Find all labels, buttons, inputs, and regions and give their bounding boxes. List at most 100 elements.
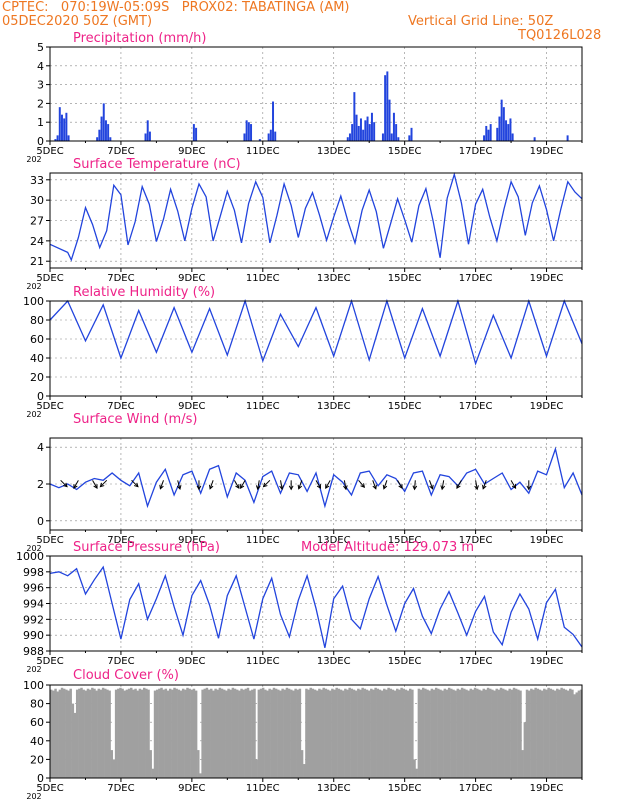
y-tick-label: 60: [30, 333, 44, 346]
wind-arrow: [280, 480, 283, 490]
precip-bar: [109, 137, 112, 141]
cloud-bar: [331, 688, 334, 778]
cloud-bar: [91, 687, 94, 778]
cloud-bar: [543, 688, 546, 778]
y-tick-label: 100: [23, 679, 44, 692]
cloud-bar: [514, 688, 518, 778]
cloud-bar: [285, 687, 289, 778]
cloud-bar: [577, 690, 581, 778]
cloud-bar: [465, 689, 468, 778]
wind-arrow: [383, 480, 388, 489]
cloud-bar: [166, 690, 170, 778]
cloud-bar: [268, 688, 271, 778]
wind-arrow: [441, 480, 445, 490]
wind-arrow-head: [398, 484, 403, 490]
precip-bar: [366, 116, 369, 141]
cloud-bar: [125, 689, 129, 778]
cloud-bar: [387, 687, 390, 778]
cloud-bar: [389, 688, 392, 778]
cloud-bar: [186, 687, 189, 778]
cloud-bar: [223, 689, 226, 778]
cloud-bar: [352, 689, 356, 778]
cloud-bar: [346, 689, 349, 778]
cloud-bar: [104, 688, 107, 778]
cloud-bar: [527, 690, 531, 778]
panel-title: Surface Temperature (nC): [73, 157, 241, 172]
precip-bar: [509, 118, 512, 141]
cloud-bar: [242, 689, 245, 778]
cloud-bar: [510, 689, 514, 778]
cloud-bar: [525, 689, 529, 778]
cloud-bar: [274, 688, 278, 778]
cloud-bar: [573, 694, 576, 778]
cloud-bar: [439, 689, 442, 778]
cloud-bar: [320, 689, 323, 778]
cloud-bar: [52, 690, 55, 778]
x-tick-label: 7DEC: [107, 656, 134, 667]
cloud-bar: [121, 688, 124, 778]
cloud-bar: [203, 688, 207, 778]
cloud-bar: [391, 689, 395, 778]
cloud-bar: [519, 690, 522, 778]
x-tick-label: 15DEC: [388, 535, 422, 546]
cloud-bar: [367, 690, 371, 778]
precip-bar: [104, 120, 107, 141]
cloud-bar: [452, 689, 455, 778]
x-tick-label: 11DEC: [246, 783, 280, 794]
cloud-bar: [251, 689, 254, 778]
panel-4: 988 990 992 994 996 998 1000 5DEC 7DEC 9DEC 11DEC 1…: [16, 540, 583, 674]
wind-arrow-head: [176, 485, 182, 491]
precip-bar: [386, 71, 389, 141]
cloud-bar: [108, 690, 111, 778]
precip-bar: [359, 118, 362, 141]
cloud-bar: [138, 688, 142, 778]
cloud-bar: [398, 689, 401, 778]
precip-bar: [498, 116, 501, 141]
y-tick-label: 998: [23, 566, 44, 579]
y-tick-label: 80: [30, 314, 44, 327]
wind-arrow-head: [440, 485, 446, 491]
cloud-bar: [547, 687, 550, 778]
cloud-bar: [106, 689, 109, 778]
cloud-bar: [426, 689, 429, 778]
precip-bar: [384, 75, 387, 141]
wind-arrow-head: [240, 484, 245, 490]
x-tick-label: 17DEC: [459, 146, 493, 157]
cloud-bar: [489, 688, 492, 778]
wind-arrow: [263, 479, 271, 488]
precip-bar: [566, 135, 569, 141]
x-tick-label: 11DEC: [246, 535, 280, 546]
x-tick-label: 7DEC: [107, 535, 134, 546]
cloud-bar: [67, 690, 70, 778]
y-tick-label: 0: [37, 390, 44, 403]
cloud-bar: [354, 690, 358, 778]
precip-bar: [355, 114, 358, 141]
cloud-bar: [337, 688, 341, 778]
precip-bar: [500, 99, 503, 141]
cloud-bar: [497, 689, 501, 778]
x-tick-label: 13DEC: [317, 535, 351, 546]
x-tick-label: 5DEC: [36, 535, 63, 546]
x-year-stub: 202: [26, 410, 41, 419]
cloud-bar: [307, 689, 310, 778]
precip-bar: [65, 112, 68, 141]
x-tick-label: 19DEC: [530, 273, 564, 284]
cloud-bar: [476, 688, 479, 778]
panel-title: Precipitation (mm/h): [73, 31, 206, 46]
precip-bar: [502, 107, 505, 141]
wind-arrow-head: [279, 485, 284, 491]
y-tick-label: 30: [30, 194, 44, 207]
cloud-bar: [279, 690, 282, 778]
cloud-bar: [82, 689, 85, 778]
precip-bar: [511, 133, 514, 141]
x-year-stub: 202: [26, 155, 41, 164]
wind-arrow-head: [255, 485, 261, 491]
cloud-bar: [283, 689, 287, 778]
precip-bar: [250, 124, 253, 141]
panel-title: Surface Wind (m/s): [73, 412, 197, 427]
wind-arrow-head: [159, 484, 164, 490]
cloud-bar: [145, 688, 148, 778]
cloud-bar: [190, 689, 194, 778]
cloud-bar: [480, 690, 483, 778]
cloud-bar: [162, 689, 165, 778]
